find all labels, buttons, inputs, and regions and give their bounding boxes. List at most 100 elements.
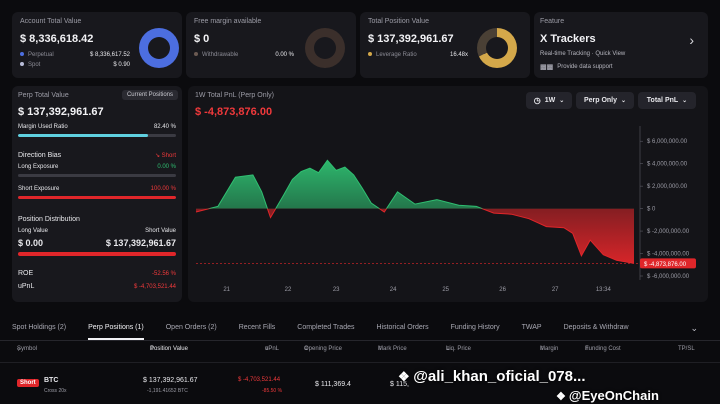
long-exposure-bar <box>18 174 176 177</box>
withdrawable-row: Withdrawable 0.00 % <box>194 52 294 58</box>
perp-total-title: Perp Total Value <box>18 92 69 99</box>
positive-area <box>196 160 634 209</box>
roe-value: -52.56 % <box>151 270 176 277</box>
distribution-bar <box>18 252 176 256</box>
y-tick-label: $ -6,000,000.00 <box>647 274 690 280</box>
short-exposure-value: 100.00 % <box>150 186 176 192</box>
account-total-value: $ 8,336,618.42 <box>20 33 94 45</box>
y-tick-label: $ 0 <box>647 207 656 213</box>
chevron-right-icon[interactable]: › <box>689 32 694 48</box>
free-margin-value: $ 0 <box>194 33 210 45</box>
timeframe-dropdown[interactable]: ◷ 1W ⌄ <box>526 92 572 109</box>
symbol[interactable]: BTC <box>44 377 59 384</box>
tab-7[interactable]: TWAP <box>521 324 542 331</box>
sort-icon: ≡ <box>304 346 308 352</box>
y-tick-label: $ -2,000,000.00 <box>647 229 690 235</box>
watermark-primary: ❖ @ali_khan_oficial_078... <box>398 368 586 385</box>
tab-2[interactable]: Open Orders (2) <box>165 324 217 331</box>
account-donut <box>139 28 179 68</box>
timeframe-value: 1W <box>544 97 556 104</box>
margin-used-label: Margin Used Ratio <box>18 124 68 130</box>
tabs-divider <box>0 340 720 341</box>
spot-value: $ 0.90 <box>113 62 130 68</box>
metric-value: Total PnL <box>646 97 679 104</box>
chevron-down-icon: ⌄ <box>621 98 627 104</box>
table-row[interactable]: Short BTC Cross 20x $ 137,392,961.67 -1,… <box>0 372 720 402</box>
tab-4[interactable]: Completed Trades <box>297 324 355 331</box>
x-tick-label: 26 <box>499 287 506 293</box>
leverage-row: Leverage Ratio 16.48x <box>368 52 468 58</box>
tab-1[interactable]: Perp Positions (1) <box>88 318 144 340</box>
short-amount: $ 137,392,961.67 <box>105 238 176 248</box>
logo-icon: ❖ <box>398 369 414 384</box>
tab-0[interactable]: Spot Holdings (2) <box>12 324 67 331</box>
sort-icon: ≡ <box>378 346 382 352</box>
logo-icon: ❖ <box>556 391 569 403</box>
spot-label: Spot <box>28 62 41 68</box>
opening-price: $ 111,369.4 <box>315 381 351 388</box>
pnl-area-chart: $ 6,000,000.00 $ 4,000,000.00 $ 2,000,000.… <box>195 126 696 293</box>
leverage-value: 16.48x <box>449 52 468 58</box>
positive-line <box>207 159 484 209</box>
x-tick-label: 22 <box>285 287 292 293</box>
feature-sub: Provide data support <box>557 64 613 70</box>
negative-area <box>196 208 634 264</box>
chart-pnl-value: $ -4,873,876.00 <box>195 106 273 118</box>
perpetual-row: Perpetual $ 8,336,617.52 <box>20 52 130 58</box>
account-total-title: Account Total Value <box>20 18 82 25</box>
clock-icon: ◷ <box>533 96 541 105</box>
short-exposure-label: Short Exposure <box>18 186 60 192</box>
position-distribution-label: Position Distribution <box>18 216 80 223</box>
sort-icon: ≡ <box>265 346 269 352</box>
direction-bias-value: Short <box>161 153 176 159</box>
perp-total-panel: Perp Total Value Current Positions $ 137… <box>12 86 182 302</box>
feature-title: Feature <box>540 18 565 25</box>
feature-card[interactable]: Feature X Trackers Real-time Tracking · … <box>534 12 708 78</box>
total-position-title: Total Position Value <box>368 18 429 25</box>
x-tick-label: 21 <box>223 287 230 293</box>
x-tick-label: 23 <box>333 287 340 293</box>
total-position-value: $ 137,392,961.67 <box>368 33 454 45</box>
scope-value: Perp Only <box>583 97 618 104</box>
positions-table-header: Symbol ▿ Position Value ≡ uPnL ≡ Opening… <box>17 346 695 353</box>
x-tick-label: 13:34 <box>596 287 612 293</box>
feature-desc: Real-time Tracking · Quick View <box>540 51 626 57</box>
x-tick-label: 25 <box>442 287 449 293</box>
sort-icon: ≡ <box>150 346 154 352</box>
total-position-card: Total Position Value $ 137,392,961.67 Le… <box>360 12 530 78</box>
long-amount: $ 0.00 <box>18 238 44 248</box>
long-exposure-value: 0.00 % <box>157 164 176 170</box>
negative-line <box>195 208 635 264</box>
y-tick-label: $ 2,000,000.00 <box>647 184 688 190</box>
tab-5[interactable]: Historical Orders <box>376 324 429 331</box>
roe-label: ROE <box>18 270 34 277</box>
margin-used-bar <box>18 134 176 137</box>
tab-6[interactable]: Funding History <box>450 324 500 331</box>
chart-title: 1W Total PnL (Perp Only) <box>195 92 274 99</box>
chevron-down-icon: ⌄ <box>682 98 688 104</box>
current-value-tag <box>640 258 696 269</box>
tab-3[interactable]: Recent Fills <box>238 324 276 331</box>
col-tpsl: TP/SL <box>678 346 695 352</box>
tab-8[interactable]: Deposits & Withdraw <box>563 324 629 331</box>
upnl-value: $ -4,703,521.44 <box>133 283 176 290</box>
withdrawable-value: 0.00 % <box>275 52 294 58</box>
logo-icon: ▩▩ <box>540 64 554 71</box>
spot-dot <box>20 62 24 67</box>
leverage-donut <box>477 28 517 68</box>
perpetual-label: Perpetual <box>28 52 54 58</box>
spot-row: Spot $ 0.90 <box>20 62 130 68</box>
y-tick-label: $ -4,000,000.00 <box>647 252 690 258</box>
metric-dropdown[interactable]: Total PnL ⌄ <box>638 92 696 109</box>
pnl-chart-panel: 1W Total PnL (Perp Only) $ -4,873,876.00 <box>188 86 708 302</box>
withdrawable-dot <box>194 52 198 57</box>
scope-dropdown[interactable]: Perp Only ⌄ <box>576 92 634 109</box>
current-positions-button[interactable]: Current Positions <box>121 90 178 100</box>
long-exposure-label: Long Exposure <box>18 164 59 170</box>
perpetual-dot <box>20 52 24 57</box>
short-value-label: Short Value <box>145 228 176 234</box>
sort-icon: ≡ <box>585 346 589 352</box>
margin-used-fill <box>18 134 149 137</box>
chevron-down-icon[interactable]: ⌄ <box>690 323 698 333</box>
free-margin-donut <box>305 28 345 68</box>
